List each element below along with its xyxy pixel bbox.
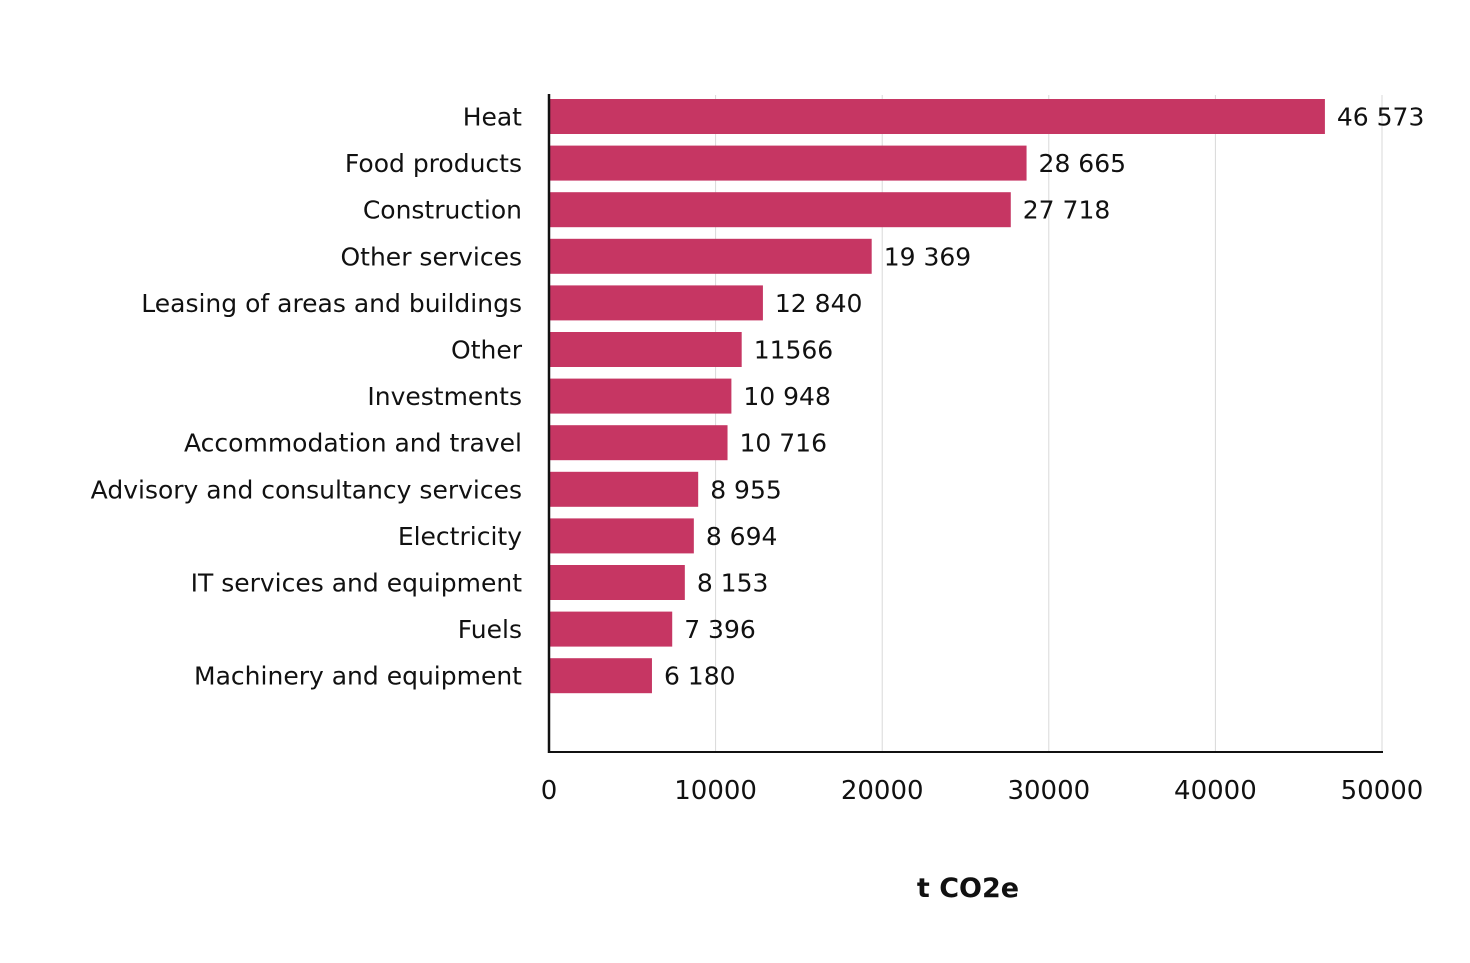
bar (550, 565, 685, 600)
data-label: 10 716 (740, 429, 827, 458)
data-label: 10 948 (743, 382, 830, 411)
category-label: Leasing of areas and buildings (141, 289, 522, 318)
x-tick-label: 10000 (674, 776, 757, 806)
category-label: Other services (340, 242, 522, 271)
x-tick-label: 40000 (1174, 776, 1257, 806)
bar (550, 425, 728, 461)
x-tick-label: 50000 (1341, 776, 1424, 806)
bar (550, 238, 872, 274)
data-label: 19 369 (884, 242, 971, 271)
data-label: 8 153 (697, 569, 769, 598)
data-label: 7 396 (684, 615, 756, 644)
category-label: IT services and equipment (191, 569, 523, 598)
bar (550, 471, 699, 507)
bar (550, 378, 732, 414)
data-label: 8 955 (710, 475, 782, 504)
bar (550, 145, 1027, 181)
category-label: Electricity (398, 522, 522, 551)
category-label: Other (451, 336, 523, 365)
category-label: Accommodation and travel (184, 429, 522, 458)
x-axis-title: t CO2e (917, 873, 1019, 904)
bar (550, 332, 742, 367)
category-label: Machinery and equipment (194, 662, 522, 691)
category-label: Construction (363, 196, 522, 225)
category-label: Fuels (458, 615, 522, 644)
bar (550, 611, 673, 647)
data-label: 46 573 (1337, 103, 1424, 132)
data-label: 6 180 (664, 662, 736, 691)
x-tick-label: 0 (541, 776, 558, 806)
x-tick-label: 20000 (841, 776, 924, 806)
bar (550, 658, 652, 694)
bar (550, 192, 1011, 228)
category-label: Heat (463, 103, 522, 132)
data-label: 27 718 (1023, 196, 1110, 225)
data-label: 28 665 (1039, 149, 1126, 178)
bar (550, 285, 763, 321)
bar (550, 518, 694, 554)
category-label: Investments (367, 382, 522, 411)
bar (550, 99, 1325, 134)
data-label: 11566 (754, 336, 834, 365)
x-tick-label: 30000 (1007, 776, 1090, 806)
data-label: 8 694 (706, 522, 778, 551)
data-label: 12 840 (775, 289, 862, 318)
category-label: Advisory and consultancy services (91, 475, 522, 504)
category-label: Food products (345, 149, 522, 178)
